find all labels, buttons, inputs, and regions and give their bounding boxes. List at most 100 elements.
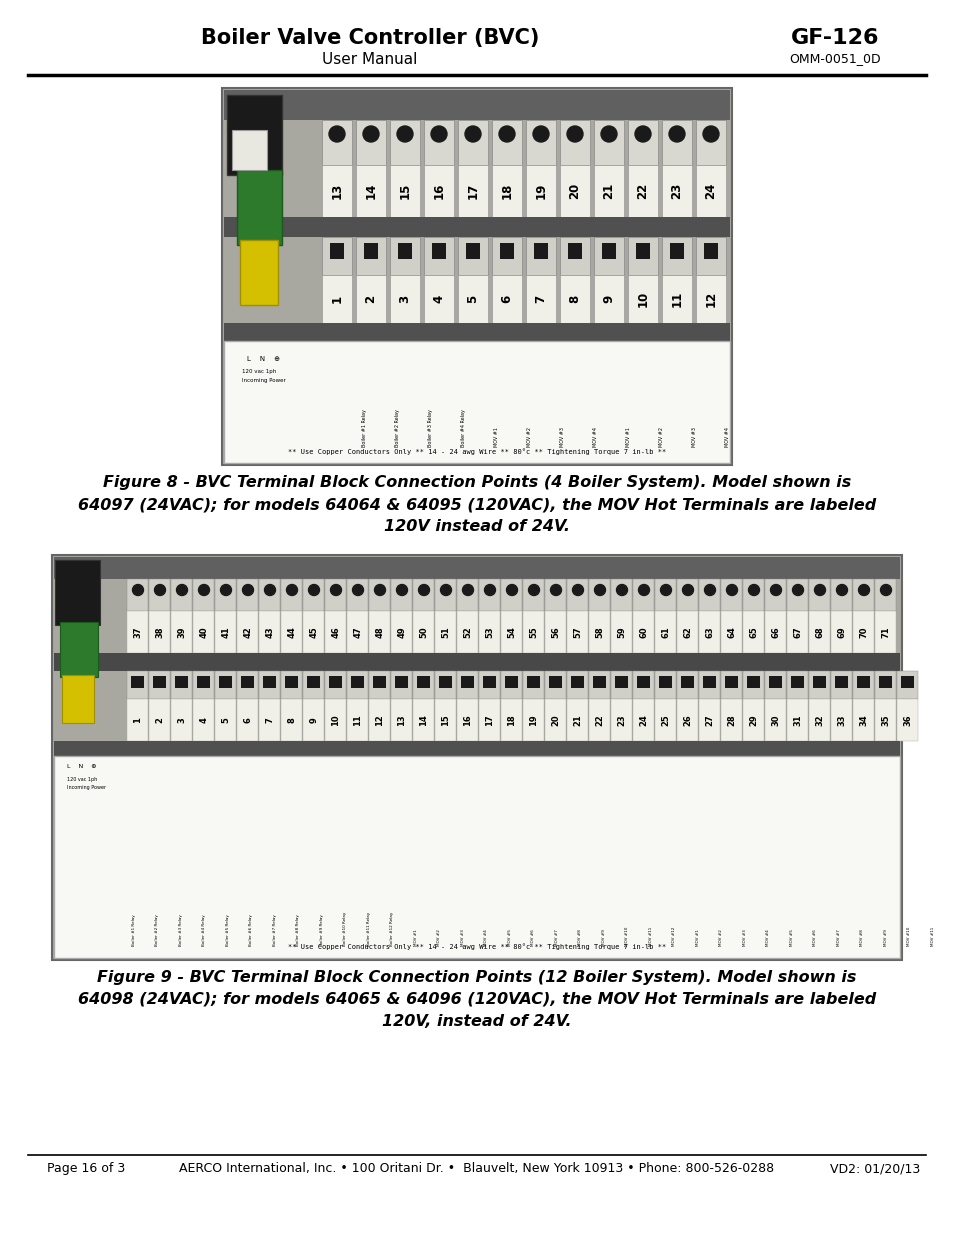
Bar bbox=[588, 579, 609, 611]
Bar bbox=[627, 165, 658, 217]
Bar bbox=[127, 671, 148, 699]
Circle shape bbox=[132, 584, 143, 595]
Text: 19: 19 bbox=[534, 183, 547, 199]
Text: MOV #11: MOV #11 bbox=[648, 926, 652, 946]
Text: 63: 63 bbox=[705, 626, 714, 637]
Text: MOV #6: MOV #6 bbox=[531, 929, 535, 946]
Bar bbox=[492, 275, 521, 324]
Bar bbox=[559, 120, 589, 165]
Bar bbox=[742, 671, 763, 699]
Text: Boiler #12 Relay: Boiler #12 Relay bbox=[390, 911, 395, 946]
Bar bbox=[566, 671, 587, 699]
Text: Boiler #8 Relay: Boiler #8 Relay bbox=[296, 914, 300, 946]
Text: Boiler #2 Relay: Boiler #2 Relay bbox=[395, 409, 399, 447]
Bar bbox=[236, 611, 257, 653]
Bar bbox=[149, 579, 170, 611]
Bar bbox=[391, 671, 412, 699]
Bar bbox=[768, 676, 781, 688]
Bar bbox=[482, 676, 496, 688]
Bar bbox=[544, 671, 565, 699]
Bar bbox=[525, 237, 556, 275]
Bar bbox=[391, 699, 412, 741]
Bar bbox=[193, 699, 213, 741]
Text: 4: 4 bbox=[432, 295, 445, 303]
Bar bbox=[369, 699, 390, 741]
Bar bbox=[214, 699, 235, 741]
Text: 1: 1 bbox=[330, 295, 343, 303]
Bar bbox=[633, 579, 654, 611]
Text: 24: 24 bbox=[703, 183, 717, 199]
Circle shape bbox=[572, 584, 583, 595]
Bar bbox=[522, 611, 543, 653]
Bar bbox=[303, 699, 324, 741]
Circle shape bbox=[506, 584, 517, 595]
Text: OMM-0051_0D: OMM-0051_0D bbox=[788, 52, 880, 65]
Circle shape bbox=[176, 584, 188, 595]
Text: 14: 14 bbox=[419, 714, 428, 726]
Text: 19: 19 bbox=[529, 714, 537, 726]
Text: Boiler #9 Relay: Boiler #9 Relay bbox=[319, 914, 324, 946]
Text: 64: 64 bbox=[727, 626, 736, 637]
Text: 15: 15 bbox=[441, 714, 450, 726]
Bar bbox=[548, 676, 561, 688]
Text: MOV #3: MOV #3 bbox=[742, 929, 746, 946]
Bar bbox=[808, 699, 829, 741]
Bar bbox=[525, 275, 556, 324]
Bar bbox=[171, 579, 192, 611]
Text: 37: 37 bbox=[133, 626, 142, 637]
Circle shape bbox=[363, 126, 378, 142]
Text: 56: 56 bbox=[551, 626, 560, 637]
Bar bbox=[325, 699, 346, 741]
Bar bbox=[227, 95, 282, 175]
Bar bbox=[413, 699, 434, 741]
Bar bbox=[369, 671, 390, 699]
Bar bbox=[435, 611, 456, 653]
Text: GF-126: GF-126 bbox=[790, 28, 879, 48]
Bar bbox=[325, 671, 346, 699]
Bar bbox=[307, 676, 319, 688]
Text: 20: 20 bbox=[568, 183, 581, 199]
Text: 120 vac 1ph: 120 vac 1ph bbox=[67, 777, 97, 782]
Circle shape bbox=[814, 584, 824, 595]
Bar bbox=[742, 699, 763, 741]
Bar bbox=[594, 165, 623, 217]
Bar bbox=[559, 237, 589, 275]
Bar bbox=[588, 671, 609, 699]
Bar bbox=[633, 671, 654, 699]
Bar bbox=[746, 676, 760, 688]
Text: 21: 21 bbox=[602, 183, 615, 199]
Bar bbox=[808, 611, 829, 653]
Bar bbox=[790, 676, 803, 688]
Text: Boiler Valve Controller (BVC): Boiler Valve Controller (BVC) bbox=[200, 28, 538, 48]
Bar bbox=[174, 676, 188, 688]
Bar bbox=[567, 243, 581, 259]
Text: 17: 17 bbox=[466, 183, 479, 199]
Bar bbox=[152, 676, 166, 688]
Bar bbox=[456, 699, 477, 741]
Bar bbox=[499, 243, 514, 259]
Text: 9: 9 bbox=[602, 295, 615, 303]
Text: MOV #9: MOV #9 bbox=[601, 929, 605, 946]
Bar bbox=[149, 611, 170, 653]
Bar bbox=[830, 699, 851, 741]
Bar bbox=[812, 676, 825, 688]
Text: L    N    ⊕: L N ⊕ bbox=[67, 764, 96, 769]
Text: 36: 36 bbox=[902, 714, 911, 726]
Bar bbox=[465, 243, 479, 259]
Bar bbox=[659, 676, 671, 688]
Text: 60: 60 bbox=[639, 626, 648, 637]
Bar bbox=[896, 699, 917, 741]
Text: 49: 49 bbox=[397, 626, 406, 637]
Text: 7: 7 bbox=[534, 295, 547, 303]
Text: 11: 11 bbox=[354, 714, 362, 726]
Bar bbox=[522, 579, 543, 611]
Text: 44: 44 bbox=[287, 626, 296, 637]
Text: 13: 13 bbox=[397, 714, 406, 726]
Bar bbox=[478, 671, 499, 699]
Bar bbox=[677, 699, 698, 741]
Bar bbox=[655, 699, 676, 741]
Bar bbox=[240, 240, 277, 305]
Text: 68: 68 bbox=[815, 626, 823, 637]
Text: MOV #4: MOV #4 bbox=[724, 427, 729, 447]
Bar bbox=[786, 579, 807, 611]
